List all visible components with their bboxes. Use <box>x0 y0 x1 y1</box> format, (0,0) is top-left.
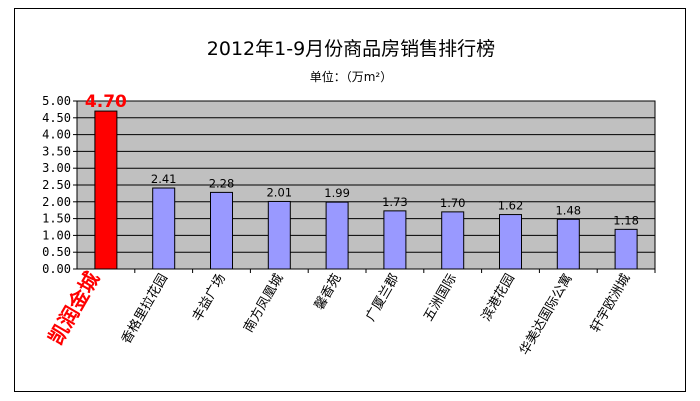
value-label: 1.73 <box>382 195 408 209</box>
y-tick-label: 2.50 <box>42 178 71 192</box>
category-labels: 凯润金城 香格里拉花园 丰益广场 南方凤凰城 馨香苑 广厦兰郡 五洲国际 滨港花园 华美达国际公… <box>43 268 656 358</box>
y-tick-label: 3.50 <box>42 144 71 158</box>
category-label: 华美达国际公寓 <box>516 271 575 358</box>
bar <box>325 201 349 270</box>
category-label: 香格里拉花园 <box>118 271 171 347</box>
bar <box>210 191 233 270</box>
bar <box>383 210 407 270</box>
bars <box>94 110 638 270</box>
value-label: 2.01 <box>266 185 292 199</box>
y-axis-ticks: 5.00 4.50 4.00 3.50 3.00 2.50 2.00 1.50 1.00 0.50… <box>42 94 77 276</box>
category-label: 丰益广场 <box>190 272 229 325</box>
chart-subtitle: 单位：（万m²） <box>310 69 393 84</box>
bar <box>556 218 580 270</box>
y-tick-label: 0.00 <box>42 262 71 276</box>
chart-frame: 2012年1-9月份商品房销售排行榜 单位：（万m²） 5.00 4.50 4.00… <box>14 8 686 392</box>
value-labels: 4.70 2.41 2.28 2.01 1.99 1.73 1.70 1.62 1.48 1.18 <box>85 92 639 227</box>
chart-title: 2012年1-9月份商品房销售排行榜 <box>207 38 495 60</box>
highlight-category-label: 凯润金城 <box>43 268 104 349</box>
y-tick-label: 4.00 <box>42 128 71 142</box>
bar-chart: 2012年1-9月份商品房销售排行榜 单位：（万m²） 5.00 4.50 4.00… <box>42 38 656 358</box>
category-label: 五洲国际 <box>421 272 460 325</box>
y-tick-label: 4.50 <box>42 111 71 125</box>
y-tick-label: 5.00 <box>42 94 71 108</box>
value-label: 4.70 <box>85 92 127 112</box>
value-label: 1.62 <box>498 199 524 213</box>
category-label: 轩宇欧洲城 <box>588 272 633 336</box>
y-tick-label: 1.00 <box>42 228 71 242</box>
bar <box>614 228 638 270</box>
value-label: 1.70 <box>440 196 466 210</box>
highlight-bar <box>94 110 118 270</box>
category-label: 馨香苑 <box>311 271 344 313</box>
value-label: 2.41 <box>151 172 177 186</box>
y-tick-label: 1.50 <box>42 212 71 226</box>
y-tick-label: 2.00 <box>42 195 71 209</box>
category-label: 广厦兰郡 <box>363 272 402 325</box>
value-label: 1.18 <box>613 213 639 227</box>
value-label: 1.99 <box>324 186 350 200</box>
bar <box>499 214 522 270</box>
bar <box>152 187 176 270</box>
value-label: 1.48 <box>555 203 581 217</box>
value-label: 2.28 <box>209 176 235 190</box>
category-label: 南方凤凰城 <box>240 271 286 335</box>
y-tick-label: 3.00 <box>42 161 71 175</box>
y-tick-label: 0.50 <box>42 245 71 259</box>
bar <box>441 211 465 270</box>
bar <box>267 200 291 270</box>
category-label: 滨港花园 <box>478 271 518 324</box>
